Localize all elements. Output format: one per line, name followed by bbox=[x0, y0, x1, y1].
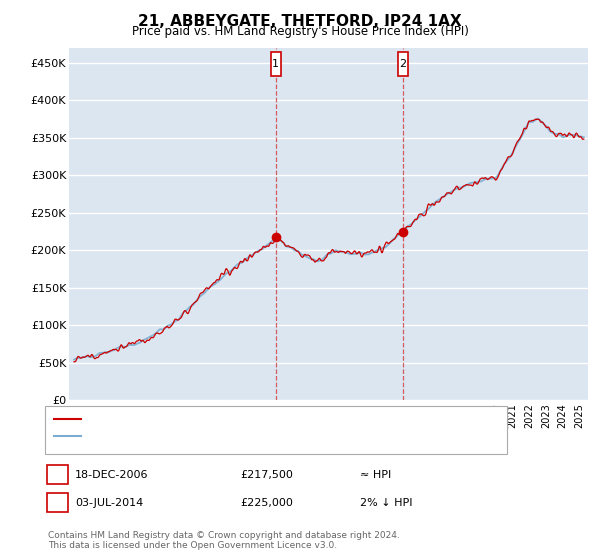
Text: 1: 1 bbox=[54, 470, 61, 480]
Bar bbox=[271, 52, 281, 76]
Text: Contains HM Land Registry data © Crown copyright and database right 2024.
This d: Contains HM Land Registry data © Crown c… bbox=[48, 530, 400, 550]
Text: 03-JUL-2014: 03-JUL-2014 bbox=[75, 498, 143, 508]
Text: 1: 1 bbox=[272, 59, 279, 69]
Text: 21, ABBEYGATE, THETFORD, IP24 1AX (detached house): 21, ABBEYGATE, THETFORD, IP24 1AX (detac… bbox=[86, 414, 378, 424]
Text: 2: 2 bbox=[399, 59, 406, 69]
Text: ≈ HPI: ≈ HPI bbox=[360, 470, 391, 480]
Text: £225,000: £225,000 bbox=[240, 498, 293, 508]
Text: HPI: Average price, detached house, Breckland: HPI: Average price, detached house, Brec… bbox=[86, 431, 331, 441]
Text: 18-DEC-2006: 18-DEC-2006 bbox=[75, 470, 149, 480]
Bar bbox=[398, 52, 407, 76]
Text: 2: 2 bbox=[54, 498, 61, 508]
Text: 2% ↓ HPI: 2% ↓ HPI bbox=[360, 498, 413, 508]
Text: Price paid vs. HM Land Registry's House Price Index (HPI): Price paid vs. HM Land Registry's House … bbox=[131, 25, 469, 38]
Text: 21, ABBEYGATE, THETFORD, IP24 1AX: 21, ABBEYGATE, THETFORD, IP24 1AX bbox=[138, 14, 462, 29]
Text: £217,500: £217,500 bbox=[240, 470, 293, 480]
